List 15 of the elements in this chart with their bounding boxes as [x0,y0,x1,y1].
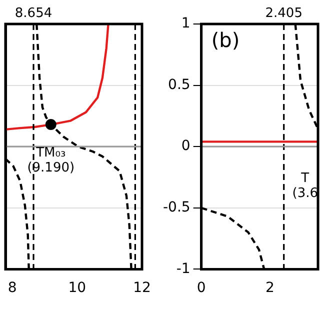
y-tick-label: -0.5 [162,200,190,216]
x-tick-label: 0 [196,280,206,296]
annotation: (b) [211,28,240,52]
x-tick-label: 12 [133,280,151,296]
ref-line-label: 8.654 [14,6,52,21]
annotation: TM₀₃ (9.190) [27,145,75,176]
ref-line-label: 2.405 [265,6,302,21]
x-tick-label: 2 [265,280,274,296]
x-tick-label: 10 [68,280,86,296]
y-tick-label: -1 [176,260,190,277]
x-tick-label: 8 [8,280,17,296]
annotation: T (3.6 [292,171,318,202]
y-tick-label: 1 [181,16,190,32]
y-tick-label: 0.5 [168,76,190,93]
y-tick-label: 0 [181,138,190,154]
